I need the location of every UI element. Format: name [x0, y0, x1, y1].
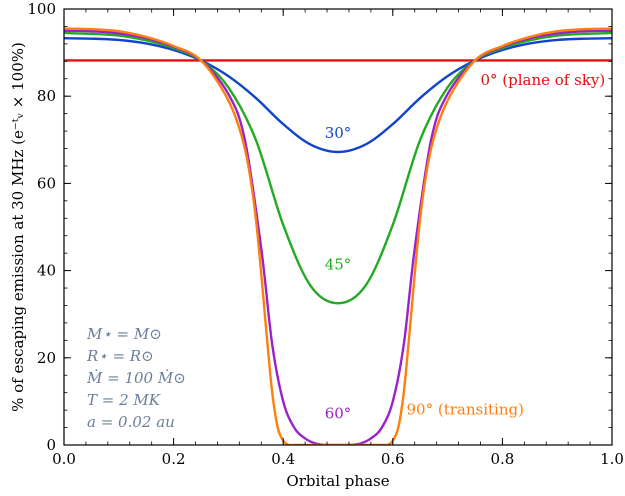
y-tick-label: 80: [37, 87, 56, 105]
series-line-1: [64, 37, 612, 154]
x-tick-label: 0.0: [52, 450, 76, 468]
parameter-line: a = 0.02 au: [87, 413, 175, 431]
parameters-block: M⋆ = M⊙ R⋆ = R⊙ Ṁ = 100 Ṁ⊙ T = 2 MK a = 0.02…: [86, 325, 186, 431]
x-tick-label: 0.6: [381, 450, 405, 468]
parameter-line: T = 2 MK: [87, 391, 161, 409]
y-axis-label: % of escaping emission at 30 MHz (e⁻ᵗᵥ ×…: [9, 42, 27, 412]
y-tick-label: 100: [27, 0, 56, 18]
y-tick-label: 20: [37, 349, 56, 367]
series-layer: [64, 27, 612, 445]
series-line-2: [64, 31, 612, 305]
parameter-line: M⋆ = M⊙: [86, 325, 162, 343]
parameter-line: Ṁ = 100 Ṁ⊙: [86, 369, 186, 387]
plot-frame: [63, 8, 613, 446]
x-tick-label: 0.8: [490, 450, 514, 468]
series-line-4: [64, 27, 612, 445]
series-label-3: 60°: [325, 404, 352, 422]
labels-layer: 0.0 0.2 0.4 0.6 0.8 1.0 0 20 40 60 80 100 0° (plane …: [27, 0, 624, 468]
series-label-1: 30°: [325, 124, 352, 142]
y-tick-label: 40: [37, 262, 56, 280]
y-tick-label: 60: [37, 174, 56, 192]
x-axis-label: Orbital phase: [286, 472, 389, 490]
series-label-0: 0° (plane of sky): [480, 71, 605, 89]
y-tick-label: 0: [46, 436, 56, 454]
series-label-2: 45°: [325, 255, 352, 273]
ticks-layer: [63, 8, 613, 446]
x-tick-label: 0.4: [271, 450, 295, 468]
series-label-4: 90° (transiting): [407, 400, 524, 418]
x-tick-label: 0.2: [162, 450, 186, 468]
parameter-line: R⋆ = R⊙: [86, 347, 154, 365]
x-tick-label: 1.0: [600, 450, 624, 468]
